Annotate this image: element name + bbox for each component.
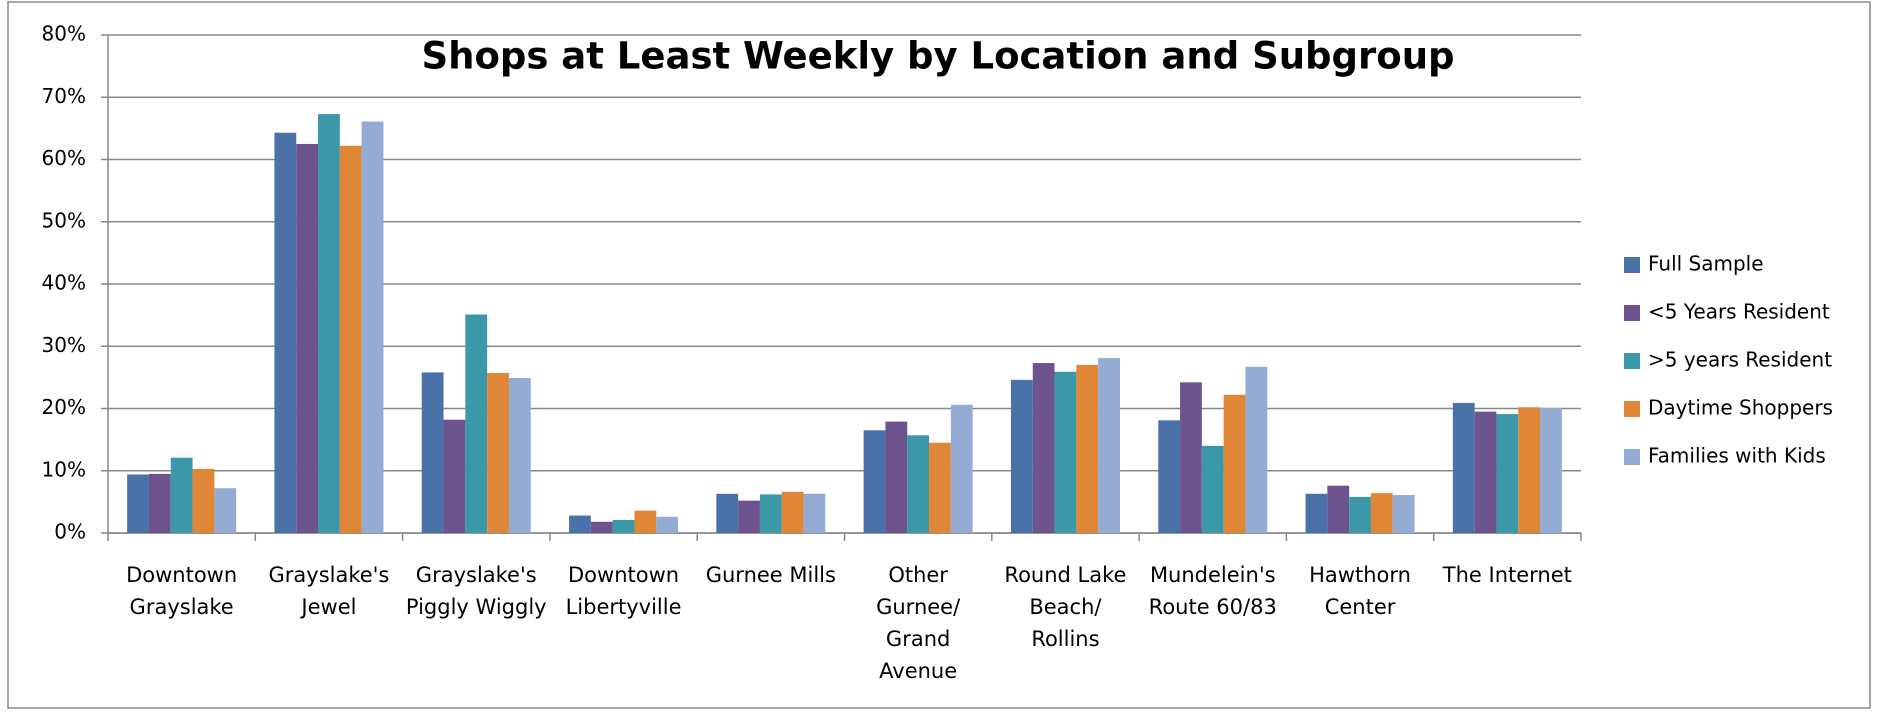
bar bbox=[296, 143, 319, 533]
bar bbox=[1245, 366, 1268, 533]
bar bbox=[443, 419, 466, 533]
bar bbox=[569, 515, 591, 533]
bar bbox=[274, 132, 297, 534]
bar bbox=[170, 457, 193, 533]
x-tick-label: Grayslake's Jewel bbox=[268, 563, 390, 619]
bar bbox=[1392, 495, 1415, 533]
bar bbox=[590, 521, 613, 533]
bar bbox=[1223, 394, 1246, 533]
y-tick-label: 40% bbox=[42, 271, 86, 295]
bar bbox=[929, 442, 951, 533]
bar bbox=[759, 494, 782, 533]
bar bbox=[1076, 364, 1099, 533]
bar bbox=[339, 145, 362, 533]
bar bbox=[508, 377, 531, 533]
y-tick-label: 60% bbox=[42, 146, 86, 170]
x-tick-label: Gurnee Mills bbox=[705, 563, 836, 587]
x-tick-label: Hawthorn Center bbox=[1309, 563, 1411, 619]
bar bbox=[1327, 485, 1350, 533]
bar bbox=[487, 373, 509, 533]
x-tick-label: Grayslake's Piggly Wiggly bbox=[405, 563, 547, 619]
bar bbox=[1474, 411, 1497, 533]
bar bbox=[1452, 402, 1475, 533]
bar bbox=[127, 474, 149, 533]
bar bbox=[465, 314, 488, 533]
bar bbox=[1349, 496, 1371, 533]
y-tick-label: 10% bbox=[42, 457, 86, 481]
y-tick-label: 70% bbox=[42, 84, 86, 108]
y-tick-label: 50% bbox=[42, 208, 86, 232]
legend-swatch bbox=[1624, 353, 1640, 369]
bar bbox=[950, 404, 973, 533]
bar bbox=[1201, 445, 1224, 533]
legend-swatch bbox=[1624, 449, 1640, 465]
bar bbox=[863, 430, 886, 533]
y-tick-label: 0% bbox=[54, 520, 86, 544]
bar bbox=[421, 372, 444, 533]
legend-label: Families with Kids bbox=[1648, 444, 1826, 468]
bar bbox=[1032, 363, 1055, 533]
bar bbox=[803, 493, 826, 533]
bar bbox=[1518, 407, 1541, 533]
bar bbox=[656, 516, 679, 533]
x-tick-label: Downtown Libertyville bbox=[565, 563, 682, 619]
legend-swatch bbox=[1624, 257, 1640, 273]
x-tick-label: Round Lake Beach/ Rollins bbox=[1004, 563, 1127, 651]
legend-label: >5 years Resident bbox=[1648, 348, 1832, 372]
bar bbox=[781, 491, 804, 533]
legend-swatch bbox=[1624, 401, 1640, 417]
y-tick-label: 80% bbox=[42, 22, 86, 46]
bar bbox=[634, 510, 657, 533]
bar bbox=[1370, 493, 1393, 533]
y-tick-label: 30% bbox=[42, 333, 86, 357]
y-tick-label: 20% bbox=[42, 395, 86, 419]
bar bbox=[1158, 420, 1181, 533]
legend-swatch bbox=[1624, 305, 1640, 321]
x-tick-label: Downtown Grayslake bbox=[126, 563, 238, 619]
bar bbox=[1305, 493, 1328, 533]
bar bbox=[361, 121, 384, 533]
bar bbox=[214, 488, 237, 533]
bar bbox=[907, 435, 930, 533]
legend-label: Full Sample bbox=[1648, 252, 1764, 276]
bar bbox=[612, 519, 635, 533]
bar bbox=[1496, 414, 1519, 533]
chart-title: Shops at Least Weekly by Location and Su… bbox=[421, 35, 1454, 78]
chart-border bbox=[7, 1, 1871, 709]
bar bbox=[1180, 382, 1202, 533]
bar bbox=[148, 473, 171, 533]
x-tick-label: The Internet bbox=[1442, 563, 1572, 587]
bar bbox=[1054, 371, 1077, 533]
bar bbox=[1010, 379, 1033, 533]
bar bbox=[318, 114, 340, 534]
legend-label: Daytime Shoppers bbox=[1648, 396, 1833, 420]
bar bbox=[1540, 407, 1562, 533]
x-tick-label: Mundelein's Route 60/83 bbox=[1148, 563, 1277, 619]
legend-label: <5 Years Resident bbox=[1648, 300, 1830, 324]
bar bbox=[885, 421, 908, 533]
x-tick-label: Other Gurnee/ Grand Avenue bbox=[876, 563, 961, 683]
bar bbox=[1098, 358, 1120, 533]
bar bbox=[192, 468, 215, 533]
bar bbox=[738, 500, 760, 533]
bar bbox=[716, 493, 739, 533]
